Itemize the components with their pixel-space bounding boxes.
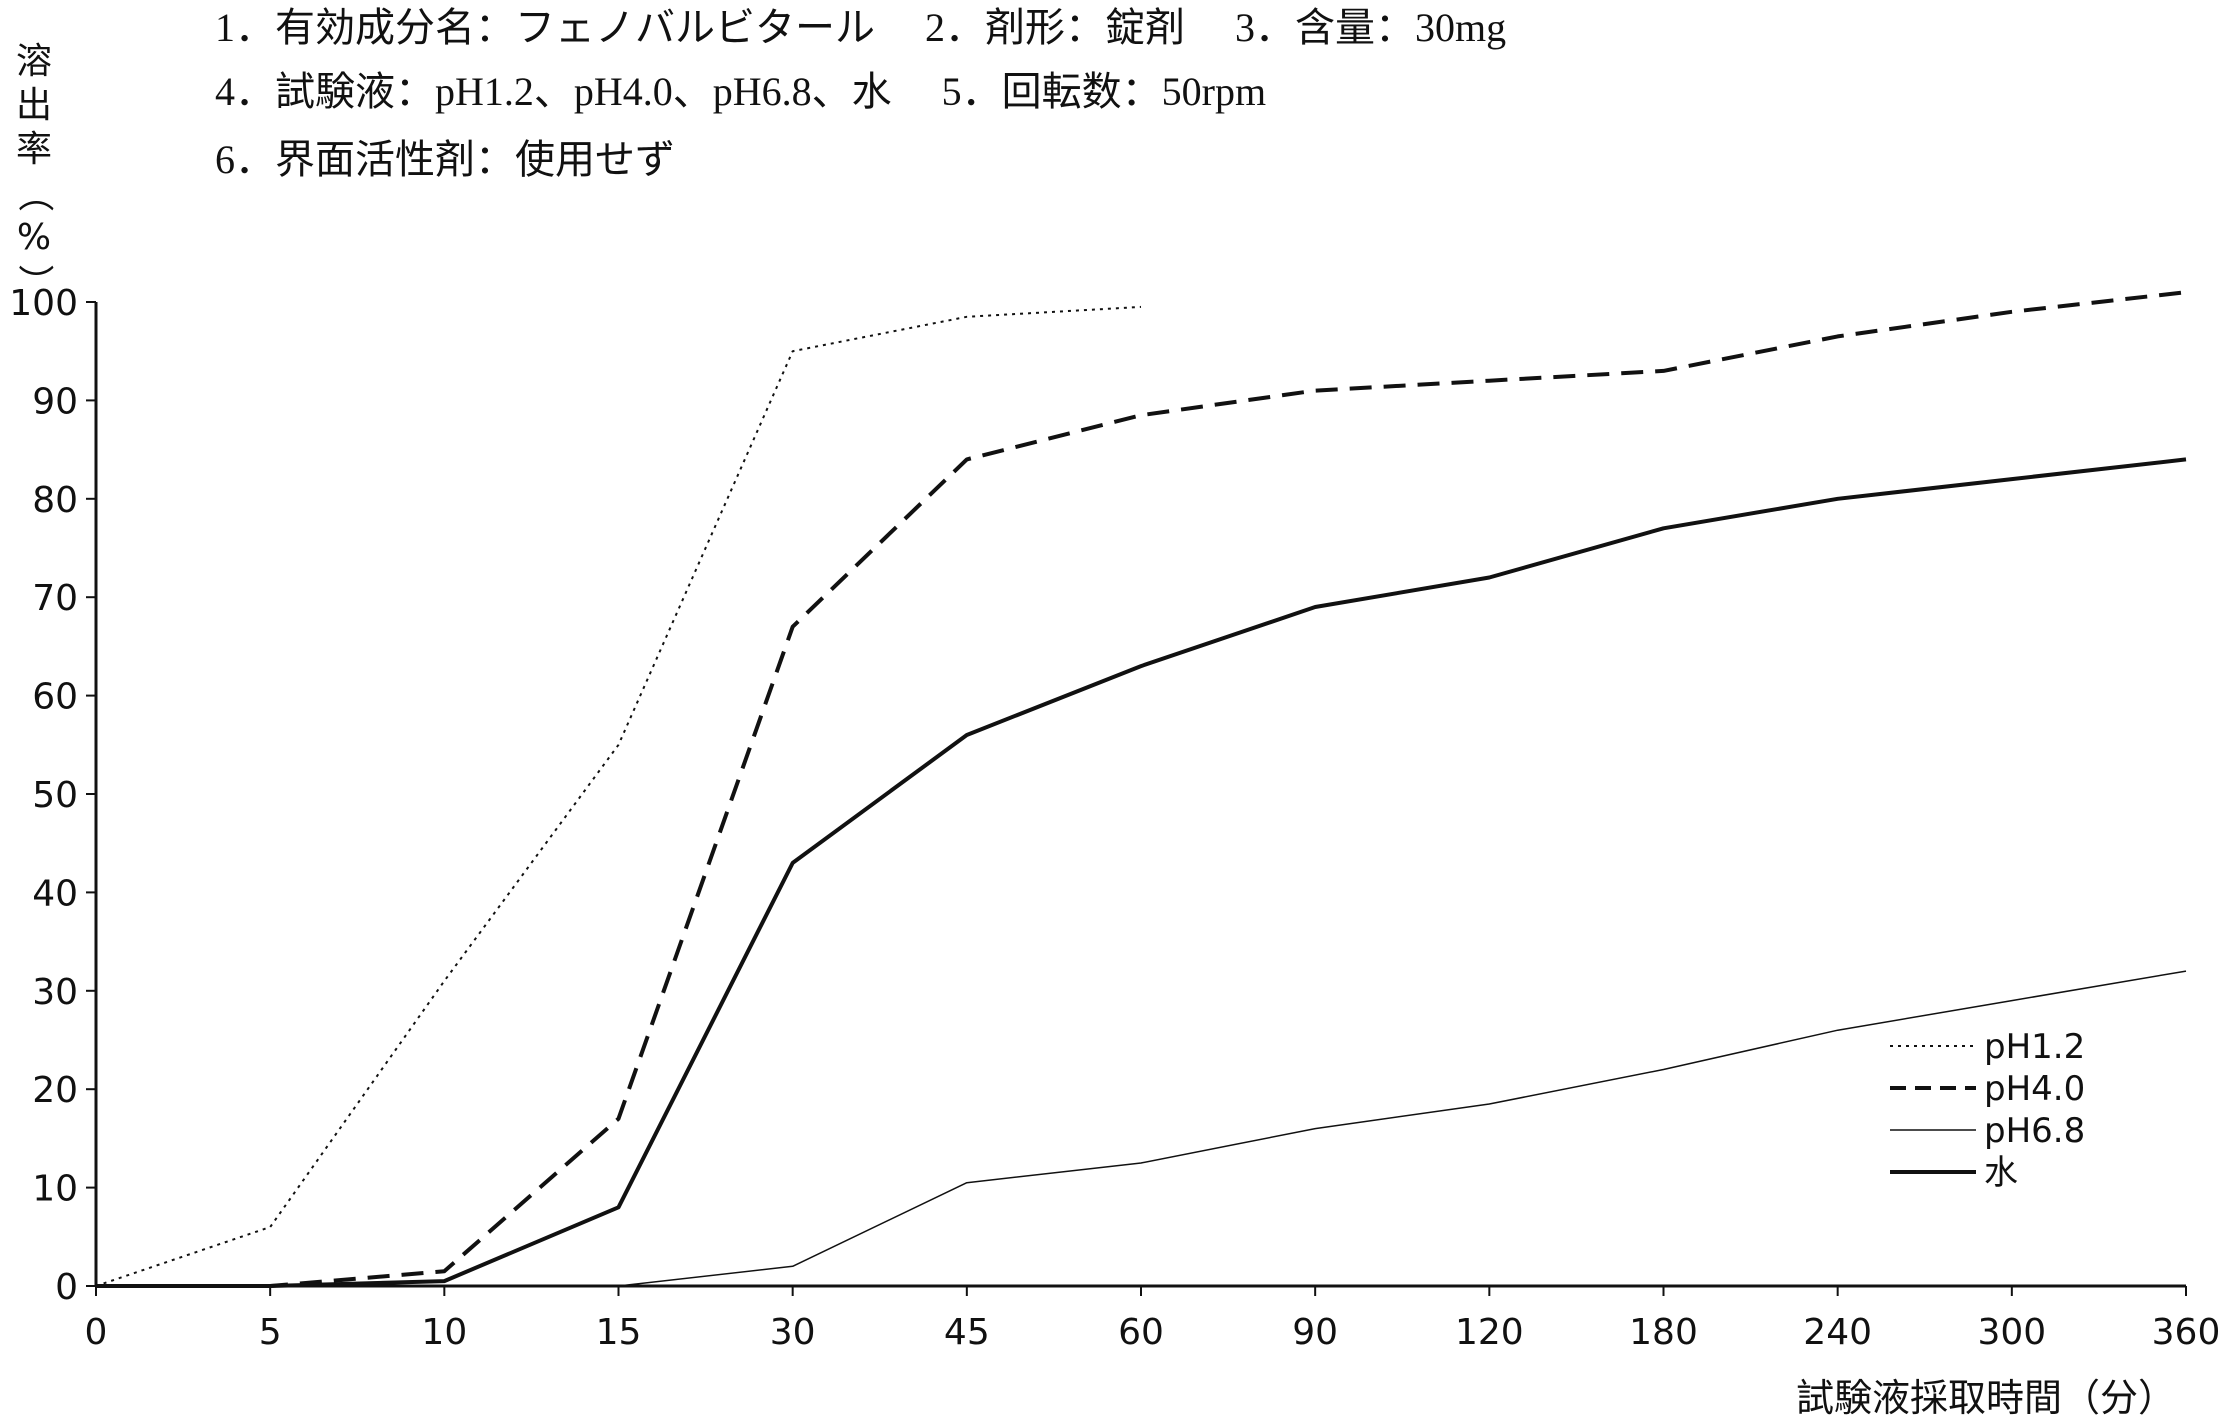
axes: [94, 302, 2186, 1288]
y-ticks: 0 10 20 30 40 50 60 70 80 90 100: [9, 283, 96, 1308]
y-tick-label: 30: [32, 972, 78, 1013]
x-tick-label: 0: [85, 1312, 108, 1353]
y-tick-label: 70: [32, 578, 78, 619]
y-tick-label: 100: [9, 283, 78, 324]
x-tick-label: 180: [1629, 1312, 1698, 1353]
y-tick-label: 0: [55, 1267, 78, 1308]
header-line-1: 1．有効成分名：フェノバルビタール 2．剤形：錠剤 3．含量：30mg: [215, 5, 1507, 50]
x-tick-label: 90: [1292, 1312, 1338, 1353]
x-tick-label: 120: [1455, 1312, 1524, 1353]
x-tick-label: 30: [770, 1312, 816, 1353]
x-tick-label: 300: [1977, 1312, 2046, 1353]
series-lines: [95, 290, 2187, 1288]
y-axis-label-char: %: [16, 217, 52, 258]
x-tick-label: 10: [421, 1312, 467, 1353]
y-tick-label: 20: [32, 1070, 78, 1111]
y-tick-label: 90: [32, 381, 78, 422]
x-tick-label: 15: [596, 1312, 642, 1353]
x-tick-label: 360: [2152, 1312, 2221, 1353]
series-line-pH1.2: [95, 305, 1142, 1287]
x-tick-label: 5: [259, 1312, 282, 1353]
y-tick-label: 60: [32, 677, 78, 718]
y-tick-label: 10: [32, 1169, 78, 1210]
series-line-水: [96, 457, 2187, 1288]
y-tick-label: 50: [32, 775, 78, 816]
x-axis-label: 試験液採取時間（分）: [1796, 1376, 2176, 1417]
legend-label-水: 水: [1984, 1153, 2018, 1193]
header-line-2: 4．試験液：pH1.2、pH4.0、pH6.8、水 5．回転数：50rpm: [215, 69, 1267, 114]
x-tick-label: 45: [944, 1312, 990, 1353]
series-line-pH4.0: [96, 290, 2187, 1288]
x-tick-label: 60: [1118, 1312, 1164, 1353]
header-line-3: 6．界面活性剤：使用せず: [215, 137, 675, 182]
x-tick-label: 240: [1803, 1312, 1872, 1353]
y-axis-label-char: 溶: [15, 41, 52, 82]
y-tick-label: 80: [32, 480, 78, 521]
legend-label-pH6.8: pH6.8: [1984, 1111, 2085, 1151]
x-ticks: 0 5 10 15 30 45 60 90 120 180 240 300 360: [85, 1286, 2221, 1353]
y-axis-label: 溶出率（%）: [10, 40, 58, 304]
y-axis-label-char: 出: [15, 85, 52, 126]
series-line-pH6.8: [96, 970, 2187, 1287]
legend-label-pH4.0: pH4.0: [1984, 1069, 2085, 1109]
y-axis-label-char: 率: [15, 129, 52, 170]
legend-label-pH1.2: pH1.2: [1984, 1027, 2085, 1067]
y-tick-label: 40: [32, 873, 78, 914]
